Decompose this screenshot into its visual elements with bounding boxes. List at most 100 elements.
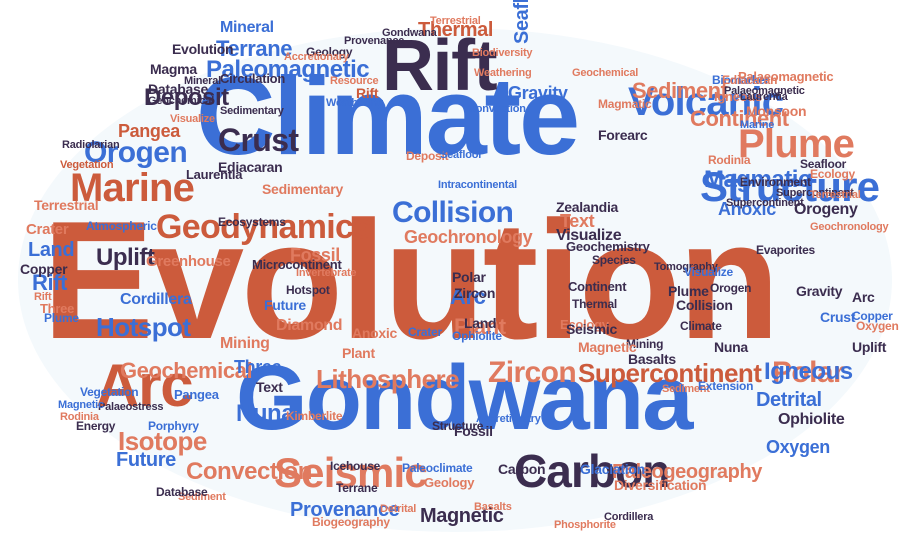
word-carbon-mid: Carbon	[498, 461, 546, 477]
word-rift-l: Rift	[34, 291, 52, 303]
word-zealandia: Zealandia	[556, 199, 619, 215]
word-seismic-small: Seismic	[566, 321, 617, 337]
word-phosphorite: Phosphorite	[554, 519, 616, 531]
word-rodinia: Rodinia	[708, 153, 751, 167]
word-seafloor-big: Seafloor	[511, 0, 533, 44]
word-uplift-r: Uplift	[852, 339, 887, 355]
word-palaeomagnetic: Palaeomagnetic	[738, 69, 834, 84]
word-zircon-big: Zircon	[488, 356, 577, 389]
word-geochronology: Geochronology	[404, 227, 533, 247]
word-sedimentary: Sedimentary	[262, 181, 343, 197]
word-monsoon: Monsoon	[746, 103, 807, 119]
word-palaeostress: Palaeostress	[98, 401, 164, 413]
word-palaeomagnetic-tiny: Palaeomagnetic	[724, 85, 805, 97]
word-geochemical-tiny: Geochemical	[148, 95, 215, 107]
word-text-small: Text	[256, 379, 283, 395]
word-extension: Extension	[698, 379, 754, 393]
word-text-mid: Text	[560, 211, 595, 231]
word-deposit-small: Deposit	[406, 149, 449, 163]
word-marine-small: Marine	[740, 119, 775, 131]
word-uplift-big: Uplift	[96, 244, 155, 271]
word-gravity-small: Gravity	[796, 283, 843, 299]
word-rift-small: Rift	[356, 85, 379, 101]
word-geochemical-top: Geochemical	[572, 67, 639, 79]
word-ecosystems: Ecosystems	[218, 215, 286, 229]
word-magnetic-big: Magnetic	[420, 505, 504, 527]
word-gondwana: Gondwana	[236, 347, 693, 449]
word-crust-r: Crust	[820, 309, 856, 325]
word-future-small: Future	[264, 297, 306, 313]
word-anoxic-big: Anoxic	[718, 199, 776, 219]
word-biomarker: Biomarker	[712, 73, 770, 87]
word-supercontinent-r: Supercontinent	[726, 197, 804, 209]
word-biogeography: Biogeography	[312, 515, 390, 529]
word-ophiolite-small: Ophiolite	[452, 329, 502, 343]
word-plant-big: Plant	[454, 314, 506, 339]
word-detrital-b: Detrital	[380, 503, 417, 515]
word-ophiolite-big: Ophiolite	[778, 411, 845, 428]
word-geochemical-big: Geochemical	[120, 358, 253, 383]
word-rift-big: Rift	[382, 26, 498, 106]
word-ediacaran: Ediacaran	[218, 159, 283, 175]
word-geology-b: Geology	[424, 475, 475, 490]
word-arc-mid: Arc	[450, 284, 486, 309]
word-cordillera-b: Cordillera	[604, 511, 654, 523]
word-convection-small: Convection	[468, 103, 526, 115]
word-magnetic-small: Magnetic	[578, 339, 637, 355]
word-basalts: Basalts	[628, 351, 676, 367]
word-continent-small: Continent	[568, 279, 627, 294]
word-paleomagnetic: Paleomagnetic	[206, 56, 370, 83]
word-weathering-top: Weathering	[474, 67, 532, 79]
word-isotope-big: Isotope	[118, 426, 207, 456]
word-forearc: Forearc	[598, 127, 648, 143]
word-geochemistry: Geochemistry	[566, 239, 650, 254]
word-evaporites: Evaporites	[756, 243, 815, 257]
word-greenhouse: Greenhouse	[146, 253, 231, 270]
word-diamond: Diamond	[276, 317, 343, 334]
word-terrestrial: Terrestrial	[34, 197, 99, 213]
word-ecology-small: Ecology	[810, 167, 855, 181]
word-pangea-l: Pangea	[174, 387, 219, 402]
word-copper-r: Copper	[852, 309, 893, 323]
word-terrestrial-top: Terrestrial	[430, 15, 481, 27]
word-magmatic-small: Magmatic	[598, 97, 652, 111]
word-visualize-tiny: Visualize	[170, 113, 215, 125]
word-mineral-tiny: Mineral	[184, 75, 221, 87]
word-anoxic-small: Anoxic	[352, 325, 397, 341]
word-arc-r: Arc	[852, 289, 875, 305]
word-gravity-big: Gravity	[508, 83, 568, 103]
word-ecology: Ecology	[560, 317, 609, 332]
word-evolution: Evolution	[42, 186, 780, 374]
word-thermal-big: Thermal	[418, 19, 494, 41]
word-supercontinent-big: Supercontinent	[578, 358, 762, 388]
word-plume-l: Plume	[44, 311, 79, 325]
word-kimberlite: Kimberlite	[286, 409, 343, 423]
word-polar-small: Polar	[452, 269, 486, 285]
word-igneous-top: Igneous	[714, 89, 763, 104]
word-orogeny: Orogeny	[794, 201, 858, 218]
word-diversification: Diversification	[614, 477, 707, 493]
word-supercontinent-tiny: Supercontinent	[776, 187, 854, 199]
word-convection-big: Convection	[186, 458, 312, 485]
word-paleoclimate: Paleoclimate	[402, 461, 473, 475]
word-terrane-b: Terrane	[336, 481, 378, 495]
word-three-mid: Three	[234, 357, 282, 377]
word-climate-small: Climate	[680, 319, 722, 333]
word-three-l: Three	[40, 301, 75, 316]
word-magmatic-big: Magmatic	[704, 166, 811, 193]
word-detrital-big: Detrital	[756, 389, 822, 411]
word-sediment-r: Sediment	[662, 383, 710, 395]
word-database: Database	[148, 81, 209, 97]
word-land-small: Land	[464, 315, 497, 331]
word-microcontinent: Microcontinent	[252, 257, 342, 272]
word-geology-top: Geology	[306, 45, 353, 59]
word-mineral-top: Mineral	[220, 19, 274, 36]
word-ediacaran-r: Ediacaran	[722, 73, 778, 87]
word-zircon-small: Zircon	[454, 285, 496, 301]
word-seafloor-r: Seafloor	[800, 157, 847, 171]
word-fossil-big: Fossil	[290, 245, 340, 265]
word-oxygen-r: Oxygen	[856, 319, 899, 333]
word-nuna-small: Nuna	[714, 339, 748, 355]
word-plume-small: Plume	[668, 283, 709, 299]
word-gondwana-top: Gondwana	[382, 27, 437, 39]
